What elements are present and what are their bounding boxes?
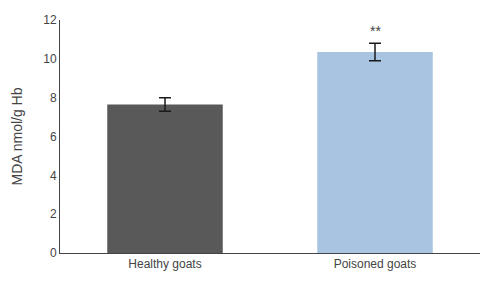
svg-text:Poisoned goats: Poisoned goats [334, 257, 417, 271]
svg-text:2: 2 [50, 207, 57, 221]
svg-text:Healthy goats: Healthy goats [128, 257, 201, 271]
svg-text:4: 4 [50, 169, 57, 183]
svg-text:MDA nmol/g Hb: MDA nmol/g Hb [9, 87, 25, 185]
svg-text:8: 8 [50, 91, 57, 105]
svg-text:10: 10 [43, 52, 57, 66]
svg-text:0: 0 [50, 246, 57, 260]
svg-text:**: ** [370, 23, 381, 39]
svg-text:12: 12 [43, 13, 57, 27]
svg-text:6: 6 [50, 130, 57, 144]
